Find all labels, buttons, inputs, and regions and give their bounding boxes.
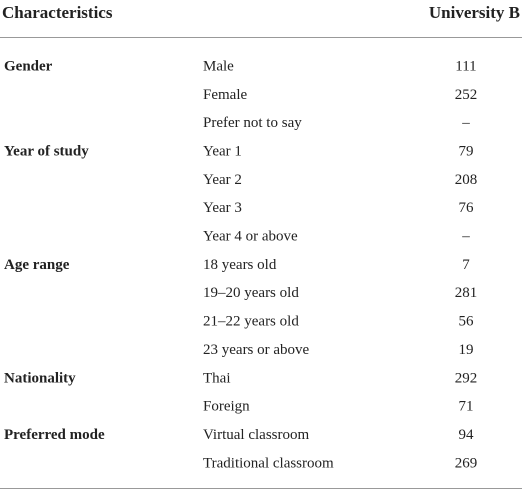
row-label: Thai: [203, 370, 231, 386]
row-label: Foreign: [203, 399, 250, 415]
row-value: 252: [455, 87, 478, 103]
row-value: 94: [459, 427, 475, 443]
group-label: Preferred mode: [4, 427, 105, 443]
row-value: –: [461, 115, 470, 131]
row-label: Year 1: [203, 143, 242, 159]
row-value: 208: [455, 172, 478, 188]
row-value: 71: [459, 399, 474, 415]
row-label: Prefer not to say: [203, 115, 302, 131]
row-value: 269: [455, 455, 478, 471]
row-value: 292: [455, 370, 478, 386]
row-label: 18 years old: [203, 257, 277, 273]
row-value: 19: [459, 342, 474, 358]
header-title: Characteristics: [2, 3, 113, 22]
header-column: University B: [429, 3, 520, 22]
row-value: 7: [462, 257, 470, 273]
row-label: Traditional classroom: [203, 455, 334, 471]
row-value: 281: [455, 285, 478, 301]
row-value: –: [461, 229, 470, 245]
row-label: 21–22 years old: [203, 314, 299, 330]
row-value: 79: [459, 143, 474, 159]
row-label: 23 years or above: [203, 342, 310, 358]
row-label: Year 3: [203, 200, 242, 216]
row-label: Virtual classroom: [203, 427, 309, 443]
group-label: Age range: [4, 257, 70, 273]
row-label: Female: [203, 87, 247, 103]
group-label: Gender: [4, 58, 53, 74]
row-label: Year 2: [203, 172, 242, 188]
group-label: Year of study: [4, 143, 89, 159]
row-value: 111: [455, 58, 476, 74]
row-value: 76: [459, 200, 475, 216]
group-label: Nationality: [4, 370, 76, 386]
row-label: 19–20 years old: [203, 285, 299, 301]
row-value: 56: [459, 314, 475, 330]
row-label: Year 4 or above: [203, 229, 298, 245]
row-label: Male: [203, 58, 234, 74]
